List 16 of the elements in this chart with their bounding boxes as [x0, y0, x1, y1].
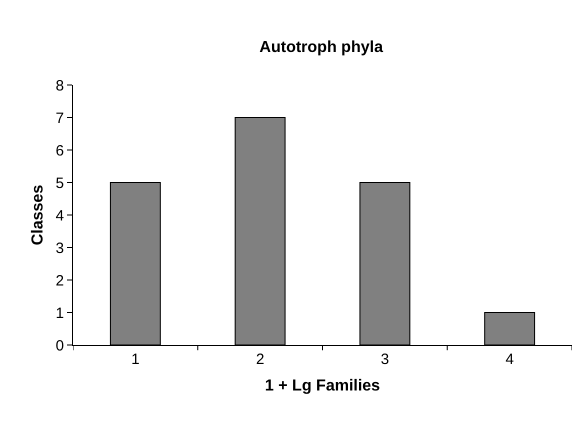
chart-title: Autotroph phyla	[259, 39, 384, 56]
x-tick-label: 1	[131, 351, 140, 368]
y-tick-label: 7	[56, 110, 64, 127]
y-tick-label: 2	[56, 272, 64, 290]
y-tick-label: 5	[56, 174, 64, 192]
y-tick-label: 3	[56, 240, 64, 257]
x-tick-label: 3	[380, 351, 390, 368]
y-tick-label: 0	[56, 337, 64, 354]
y-axis-title: Classes	[30, 184, 47, 246]
x-tick-label: 2	[256, 351, 264, 368]
y-tick-label: 8	[56, 77, 64, 94]
x-axis-title: 1 + Lg Families	[264, 378, 380, 395]
y-tick-label: 1	[56, 304, 64, 322]
y-tick-label: 4	[56, 207, 64, 224]
x-tick-label: 4	[505, 351, 514, 368]
y-tick-label: 6	[56, 142, 64, 160]
